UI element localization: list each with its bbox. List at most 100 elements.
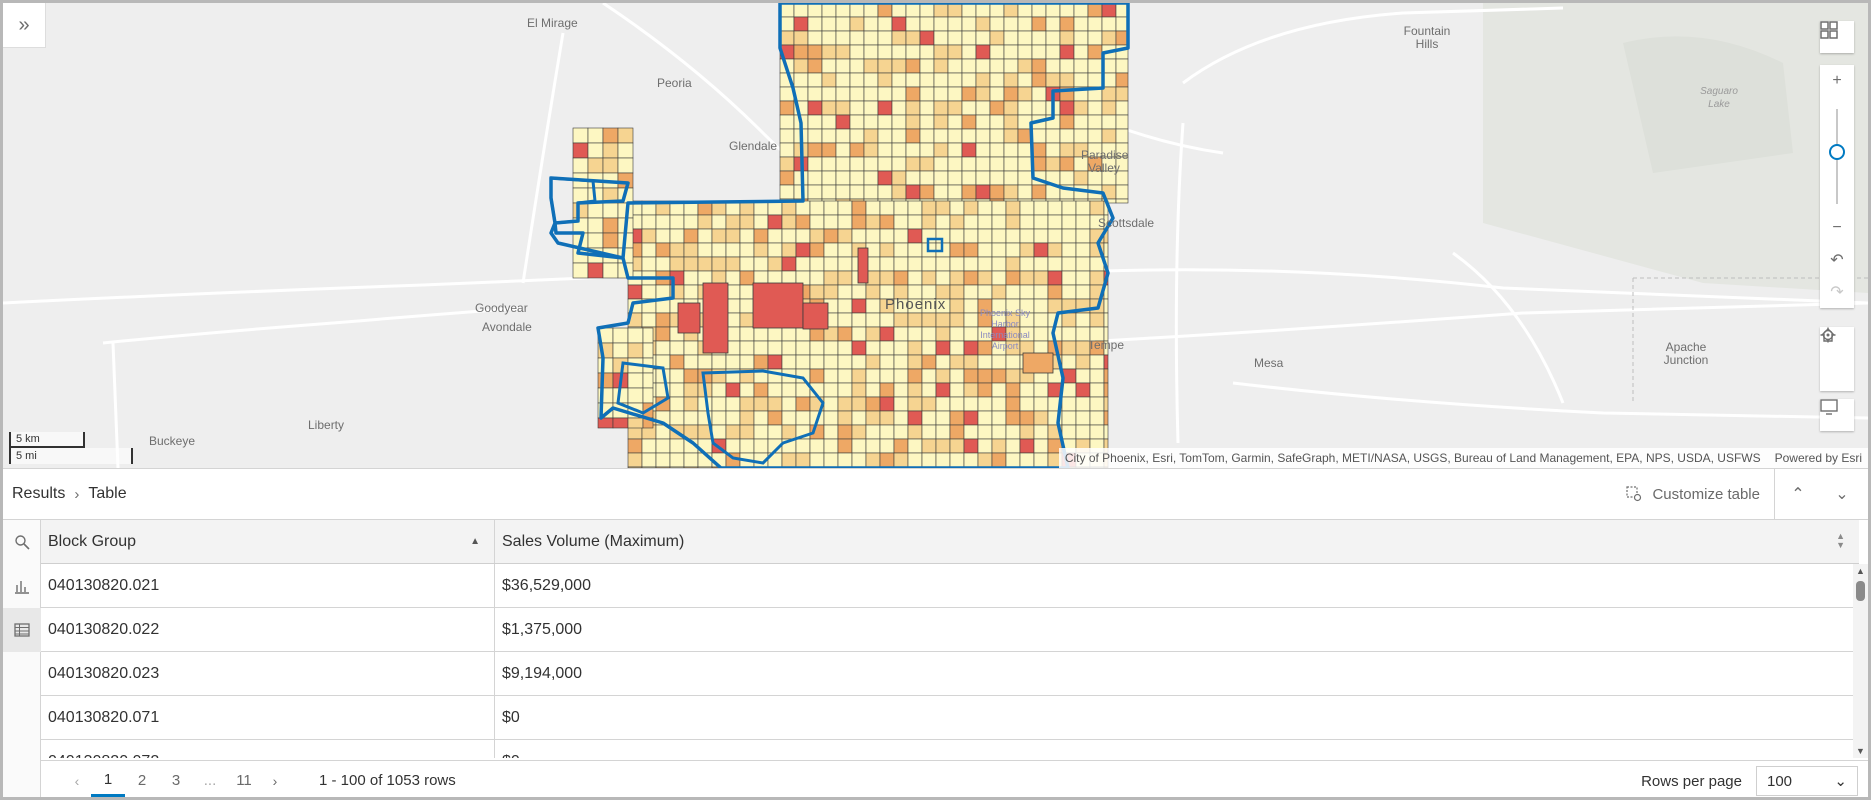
- census-block-group: [753, 396, 769, 412]
- page-2-button[interactable]: 2: [137, 772, 147, 789]
- census-block-group: [879, 256, 895, 272]
- census-block-group: [627, 452, 643, 468]
- rows-per-page-value: 100: [1767, 772, 1793, 790]
- census-block-group: [753, 340, 769, 356]
- table-row[interactable]: 040130820.072 $0: [41, 740, 1859, 758]
- redo-button[interactable]: ↷: [1820, 276, 1854, 308]
- census-block-group: [837, 452, 853, 468]
- zoom-in-button[interactable]: +: [1832, 72, 1842, 89]
- census-block-group: [1059, 58, 1075, 74]
- zoom-out-button[interactable]: −: [1832, 219, 1842, 236]
- table-scrollbar[interactable]: ▲ ▼: [1853, 564, 1868, 758]
- census-block-group: [949, 284, 965, 300]
- scroll-up-icon[interactable]: ▲: [1856, 566, 1865, 576]
- census-block-group: [877, 170, 893, 186]
- map-canvas[interactable]: [3, 3, 1868, 468]
- census-block-group: [919, 72, 935, 88]
- census-block-group: [683, 340, 699, 356]
- census-block-group: [919, 16, 935, 32]
- zoom-to-selection-button[interactable]: [3, 520, 41, 564]
- census-block-group: [879, 368, 895, 384]
- map-road: [102, 306, 524, 345]
- census-block-group: [863, 114, 879, 130]
- previous-page-button[interactable]: ‹: [74, 772, 80, 789]
- census-block-group: [1087, 58, 1103, 74]
- census-block-group: [779, 100, 795, 116]
- census-block-group: [1031, 58, 1047, 74]
- census-block-group: [1017, 86, 1033, 102]
- census-block-group: [1061, 424, 1077, 440]
- fullscreen-button[interactable]: [1820, 399, 1854, 431]
- column-header-sales-volume[interactable]: Sales Volume (Maximum) ▲ ▼: [502, 531, 1845, 550]
- census-block-group: [697, 228, 713, 244]
- next-page-button[interactable]: ›: [272, 772, 278, 789]
- census-block-group: [849, 16, 865, 32]
- customize-table-button[interactable]: Customize table: [1626, 469, 1775, 519]
- map-view[interactable]: El Mirage Peoria Glendale Fountain Hills…: [3, 3, 1868, 468]
- census-block-group: [753, 354, 769, 370]
- census-block-group: [1003, 114, 1019, 130]
- census-block-group: [753, 382, 769, 398]
- census-block-group: [865, 410, 881, 426]
- table-row[interactable]: 040130820.022 $1,375,000: [41, 608, 1859, 652]
- census-block-group: [1073, 114, 1089, 130]
- locate-button[interactable]: [1820, 327, 1854, 391]
- zoom-slider-thumb[interactable]: [1829, 143, 1845, 160]
- page-3-button[interactable]: 3: [171, 772, 181, 789]
- census-block-group: [1017, 16, 1033, 32]
- census-block-group: [865, 312, 881, 328]
- census-block-group: [1059, 30, 1075, 46]
- census-block-group: [1115, 198, 1129, 204]
- census-block-group: [877, 30, 893, 46]
- census-block-group: [809, 242, 825, 258]
- census-block-group: [989, 128, 1005, 144]
- page-1-button[interactable]: 1: [91, 765, 125, 797]
- census-block-group: [1101, 30, 1117, 46]
- census-block-group: [739, 326, 755, 342]
- census-block-group: [683, 382, 699, 398]
- page-11-button[interactable]: 11: [236, 772, 252, 789]
- census-block-group: [863, 142, 879, 158]
- census-block-group: [935, 410, 951, 426]
- scroll-down-icon[interactable]: ▼: [1856, 746, 1865, 756]
- census-block-group: [961, 58, 977, 74]
- breadcrumb-results[interactable]: Results: [12, 485, 66, 502]
- zoom-slider[interactable]: [1820, 97, 1854, 212]
- table-row[interactable]: 040130820.021 $36,529,000: [41, 564, 1859, 608]
- census-block-group: [641, 228, 657, 244]
- maximize-panel-button[interactable]: ⌃: [1776, 469, 1820, 519]
- census-block-group: [779, 128, 795, 144]
- basemap-gallery-button[interactable]: [1820, 21, 1854, 53]
- census-block-group: [863, 156, 879, 172]
- census-block-group: [1019, 214, 1035, 230]
- map-attribution[interactable]: City of Phoenix, Esri, TomTom, Garmin, S…: [1058, 448, 1868, 468]
- basemap-tool[interactable]: [1820, 21, 1854, 53]
- map-label-peoria: Peoria: [657, 76, 692, 90]
- column-header-block-group[interactable]: Block Group ▲: [41, 520, 495, 563]
- census-block-group: [781, 242, 797, 258]
- undo-button[interactable]: ↶: [1820, 244, 1854, 276]
- expand-panel-button[interactable]: »: [3, 3, 46, 48]
- table-view-button[interactable]: [3, 608, 41, 652]
- census-block-group: [1005, 228, 1021, 244]
- table-row[interactable]: 040130820.071 $0: [41, 696, 1859, 740]
- collapse-panel-button[interactable]: ⌄: [1820, 469, 1864, 519]
- census-block-group: [1003, 30, 1019, 46]
- table-row[interactable]: 040130820.023 $9,194,000: [41, 652, 1859, 696]
- scrollbar-thumb[interactable]: [1856, 581, 1865, 601]
- census-block-group: [1089, 312, 1105, 328]
- powered-by-esri[interactable]: Powered by Esri: [1774, 451, 1862, 465]
- census-block-group: [1017, 58, 1033, 74]
- census-block-group: [725, 256, 741, 272]
- census-block-group: [1075, 424, 1091, 440]
- census-block-group: [851, 438, 867, 454]
- census-block-group: [865, 382, 881, 398]
- chart-view-button[interactable]: [3, 564, 41, 608]
- census-block-group: [1061, 312, 1077, 328]
- census-block-group: [1019, 200, 1035, 216]
- census-block-group: [977, 228, 993, 244]
- map-road: [1062, 301, 1868, 345]
- census-block-group: [907, 242, 923, 258]
- census-block-group: [989, 3, 1005, 18]
- rows-per-page-select[interactable]: 100 ⌄: [1756, 766, 1858, 796]
